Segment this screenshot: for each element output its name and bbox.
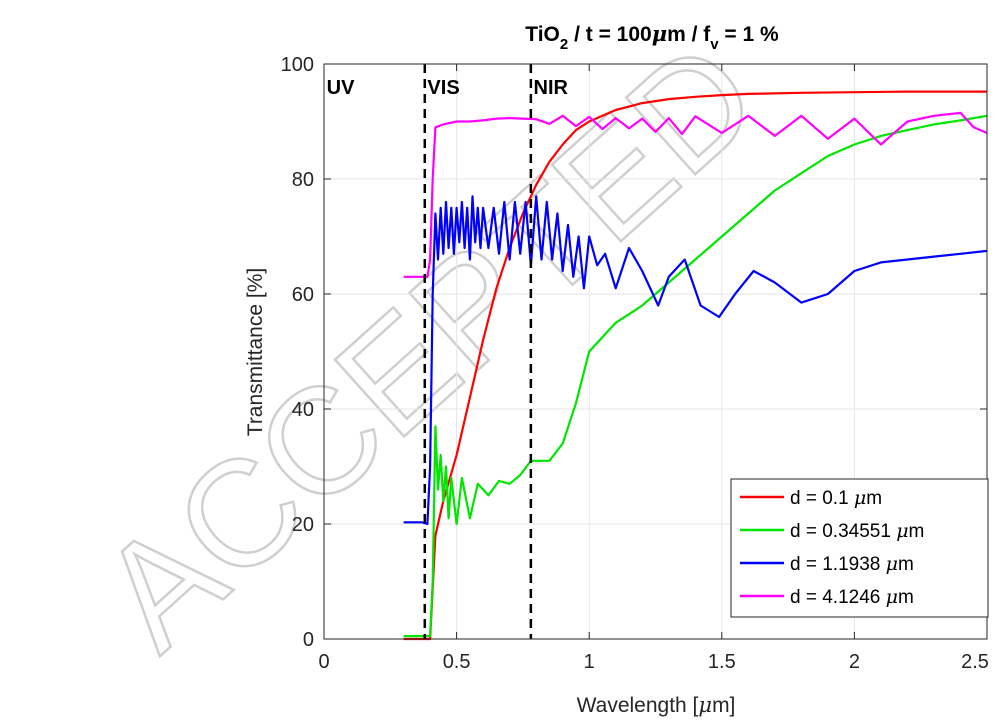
series-line-3 xyxy=(403,111,988,278)
y-tick-label-1: 20 xyxy=(292,514,314,536)
series-line-0 xyxy=(403,90,987,641)
axes xyxy=(323,63,988,640)
x-tick-label-0: 0 xyxy=(318,651,329,673)
legend-label-3: d = 4.1246 μm xyxy=(790,586,914,608)
legend-box xyxy=(730,478,989,618)
legend-label-0: d = 0.1 μm xyxy=(790,487,882,509)
region-labels: UV VIS NIR xyxy=(327,77,569,99)
y-tick-label-0: 0 xyxy=(303,629,314,651)
series-line-1 xyxy=(403,114,988,638)
region-label-nir: NIR xyxy=(534,77,569,99)
y-tick-label-5: 100 xyxy=(281,54,314,76)
y-tick-label-4: 80 xyxy=(292,169,314,191)
plot-frame xyxy=(323,63,988,640)
x-tick-label-4: 2 xyxy=(849,651,860,673)
x-tick-label-5: 2.5 xyxy=(961,651,989,673)
watermark-logo: ACCEPTED xyxy=(69,9,788,680)
x-axis-label: Wavelength [μm] xyxy=(577,693,736,717)
legend-label-1: d = 0.34551 μm xyxy=(790,520,924,542)
region-label-vis: VIS xyxy=(427,77,459,99)
chart-title: TiO2 / t = 100μm / fv = 1 % xyxy=(525,21,779,53)
x-tick-label-2: 1 xyxy=(584,651,595,673)
region-label-uv: UV xyxy=(327,77,355,99)
y-tick-label-2: 40 xyxy=(292,399,314,421)
tick-labels: 0 0.5 1 1.5 2 2.5 0 20 40 60 80 100 xyxy=(281,54,989,673)
x-tick-label-1: 0.5 xyxy=(443,651,471,673)
region-dividers xyxy=(423,64,533,639)
legend: d = 0.1 μm d = 0.34551 μm d = 1.1938 μm d =… xyxy=(730,478,989,618)
y-tick-label-3: 60 xyxy=(292,284,314,306)
x-tick-label-3: 1.5 xyxy=(708,651,736,673)
legend-label-2: d = 1.1938 μm xyxy=(790,553,914,575)
y-axis-label: Transmittance [%] xyxy=(244,268,267,436)
